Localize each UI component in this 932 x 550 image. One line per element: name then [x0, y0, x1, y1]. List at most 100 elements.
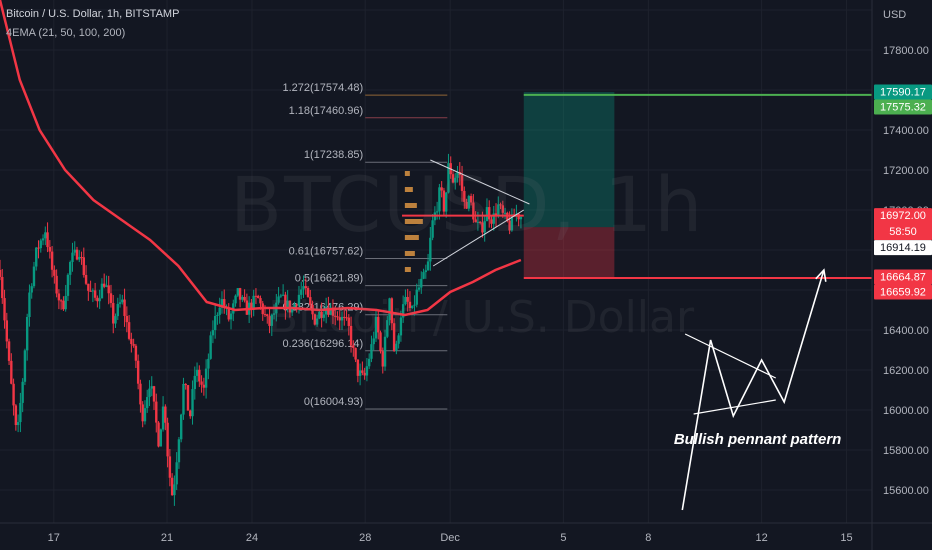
candle-body: [422, 272, 425, 279]
chart-title: Bitcoin / U.S. Dollar, 1h, BITSTAMP: [6, 8, 180, 20]
candle-body: [431, 220, 434, 238]
candle-body: [198, 369, 201, 382]
candle-body: [229, 313, 233, 320]
candle-body: [23, 350, 27, 382]
candle-body: [46, 232, 49, 248]
volume-profile-bar: [404, 187, 413, 192]
candle-body: [152, 386, 156, 402]
pennant-trendline: [430, 159, 530, 205]
candle-body: [146, 397, 149, 409]
candle-body: [420, 278, 423, 288]
candle-body: [69, 262, 72, 275]
candle-body: [1, 276, 4, 299]
candle-body: [177, 439, 181, 463]
fib-level-label: 1(17238.85): [304, 149, 363, 161]
candle-body: [127, 322, 131, 339]
ema-200-line: [0, 0, 522, 317]
candle-body: [320, 311, 323, 318]
candle-body: [28, 292, 31, 318]
candle-body: [284, 294, 287, 310]
fib-level-label: 0.5(16621.89): [295, 273, 364, 285]
candle-body: [411, 305, 414, 308]
candle-body: [39, 240, 42, 249]
candle-body: [238, 288, 242, 300]
candle-body: [331, 307, 335, 316]
candle-body: [93, 290, 97, 298]
y-tick-label: 15600.00: [883, 485, 929, 497]
candle-body: [454, 177, 457, 183]
price-tag-value: 16972.00: [880, 210, 926, 222]
stop-zone: [523, 227, 615, 278]
candle-body: [367, 358, 371, 367]
candle-body: [202, 384, 206, 388]
candle-body: [488, 207, 491, 220]
candle-body: [12, 383, 15, 406]
candle-body: [257, 295, 260, 299]
candle-body: [438, 187, 441, 212]
candle-body: [377, 316, 380, 333]
sketch-pennant-line: [684, 333, 777, 379]
candle-body: [80, 256, 83, 258]
candle-body: [207, 358, 210, 369]
candle-body: [456, 171, 459, 178]
fib-level-label: 0(16004.93): [304, 396, 363, 408]
candle-body: [123, 299, 126, 316]
candle-body: [338, 317, 341, 321]
candle-body: [220, 299, 224, 308]
fib-level-label: 0.382(16476.29): [282, 302, 363, 314]
candle-body: [444, 192, 448, 212]
candle-body: [102, 283, 106, 287]
candle-body: [313, 314, 317, 325]
candle-body: [89, 290, 92, 292]
candle-body: [164, 406, 167, 423]
candle-body: [358, 370, 362, 376]
candle-body: [506, 212, 509, 221]
candle-body: [508, 220, 511, 231]
candle-body: [82, 257, 86, 276]
candle-body: [343, 316, 346, 318]
volume-profile-bar: [404, 235, 419, 240]
candle-body: [440, 187, 443, 191]
candle-body: [429, 237, 432, 262]
candle-body: [121, 299, 124, 303]
candle-body: [37, 247, 40, 249]
indicator-legend[interactable]: 4EMA (21, 50, 100, 200): [6, 27, 126, 39]
candle-body: [379, 332, 382, 352]
volume-profile-bar: [404, 203, 417, 208]
x-tick-label: 8: [645, 532, 651, 544]
candle-body: [352, 345, 355, 348]
candle-body: [14, 405, 18, 426]
candle-body: [329, 307, 332, 315]
candle-body: [476, 221, 480, 223]
fib-level-label: 1.272(17574.48): [282, 82, 363, 94]
target-zone: [523, 91, 615, 228]
candle-body: [288, 300, 292, 313]
candle-body: [304, 286, 307, 289]
candle-body: [136, 360, 140, 384]
candle-body: [519, 216, 523, 220]
candle-body: [161, 406, 165, 430]
candle-body: [157, 422, 160, 447]
candle-body: [134, 345, 138, 361]
candle-body: [254, 295, 258, 297]
x-tick-label: Dec: [440, 532, 460, 544]
candle-body: [64, 295, 67, 310]
candle-body: [293, 304, 296, 308]
price-tag: 17590.17: [874, 84, 932, 100]
price-tag-value: 16664.87: [880, 272, 926, 284]
candle-body: [227, 307, 230, 320]
candle-body: [392, 323, 396, 351]
price-tag: 17575.32: [874, 99, 932, 115]
candle-body: [340, 316, 344, 321]
candle-body: [195, 369, 199, 376]
candle-body: [150, 386, 153, 389]
candle-body: [302, 286, 305, 290]
candle-body: [300, 289, 303, 295]
candle-body: [322, 314, 326, 318]
candle-body: [318, 311, 321, 319]
price-tag-bg: [874, 84, 932, 100]
fib-level-label: 0.61(16757.62): [289, 245, 364, 257]
candle-body: [5, 320, 8, 342]
candle-body: [426, 261, 430, 271]
